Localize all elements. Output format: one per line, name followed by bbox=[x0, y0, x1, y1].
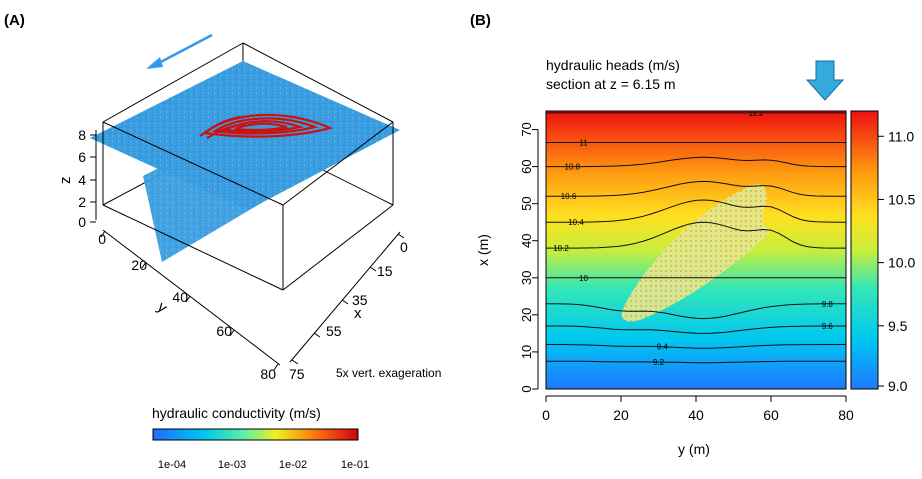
colorbar-tick-label: 10.0 bbox=[888, 255, 915, 271]
y-tick-label: 10 bbox=[519, 345, 534, 359]
x-tick-label: 15 bbox=[377, 263, 393, 279]
y-tick-label: 70 bbox=[519, 122, 534, 136]
y-tick-label: 60 bbox=[216, 323, 232, 339]
z-tick-label: 2 bbox=[78, 194, 86, 210]
conductivity-colorbar-title: hydraulic conductivity (m/s) bbox=[152, 405, 321, 421]
y-tick-label: 50 bbox=[519, 196, 534, 210]
contour-label: 10.4 bbox=[568, 218, 584, 227]
x-axis bbox=[289, 231, 405, 365]
x-tick-label: 0 bbox=[542, 407, 550, 423]
head-colorbar-ticks: 9.0 9.5 10.0 10.5 11.0 bbox=[878, 128, 915, 394]
vert-exaggeration-note: 5x vert. exageration bbox=[336, 366, 441, 380]
z-tick-label: 6 bbox=[78, 149, 86, 165]
contour-line bbox=[546, 180, 846, 197]
x-tick-label: 35 bbox=[352, 292, 368, 308]
contour-label: 10.6 bbox=[561, 192, 577, 201]
x-tick-label: 55 bbox=[326, 323, 342, 339]
box-front-edges bbox=[102, 121, 394, 291]
conductivity-tick-label: 1e-02 bbox=[279, 459, 307, 471]
conductivity-tick-label: 1e-01 bbox=[341, 459, 369, 471]
contour-line bbox=[546, 360, 846, 364]
y-tick-label: 30 bbox=[519, 271, 534, 285]
contour-label: 9.6 bbox=[822, 322, 834, 331]
conductivity-colorbar-ticks: 1e-04 1e-03 1e-02 1e-01 bbox=[158, 459, 369, 471]
head-colorbar bbox=[850, 110, 879, 390]
contour-label: 9.8 bbox=[822, 300, 834, 309]
z-tick-label: 0 bbox=[78, 214, 86, 230]
y-tick-label: 60 bbox=[519, 159, 534, 173]
plot-y-axis-label: x (m) bbox=[475, 234, 491, 266]
contour-line bbox=[546, 325, 846, 334]
colorbar-tick-label: 10.5 bbox=[888, 191, 915, 207]
x-tick-label: 60 bbox=[763, 407, 779, 423]
colorbar-tick-label: 11.0 bbox=[888, 128, 914, 144]
y-axis-label: y bbox=[154, 298, 171, 316]
y-tick-label: 40 bbox=[519, 233, 534, 247]
panel-b-label: (B) bbox=[470, 12, 491, 29]
z-tick-label: 8 bbox=[78, 127, 86, 143]
panel-a-label: (A) bbox=[4, 12, 25, 29]
x-axis-label: x bbox=[354, 305, 362, 322]
plume-region bbox=[621, 184, 772, 322]
chart-title-line2: section at z = 6.15 m bbox=[546, 76, 676, 92]
y-tick-label: 40 bbox=[172, 289, 188, 305]
contour-labels: 9.2 9.4 9.6 9.8 10 10.2 10.4 10.6 10.8 11 11.2 bbox=[553, 109, 834, 367]
plot-frame bbox=[545, 110, 847, 390]
head-field: 9.2 9.4 9.6 9.8 10 10.2 10.4 10.6 10.8 11 11.2 bbox=[546, 109, 846, 389]
z-tick-labels: 8 6 4 2 0 bbox=[78, 127, 86, 230]
z-axis bbox=[90, 130, 97, 223]
z-axis-label: z bbox=[57, 177, 74, 185]
y-tick-label: 0 bbox=[98, 231, 106, 247]
contour-line bbox=[546, 303, 846, 320]
conductivity-tick-label: 1e-03 bbox=[218, 459, 246, 471]
plot-x-axis: 0 20 40 60 80 bbox=[542, 395, 854, 423]
x-tick-label: 40 bbox=[688, 407, 704, 423]
z-tick-label: 4 bbox=[78, 172, 86, 188]
conductivity-plume bbox=[199, 113, 334, 139]
contour-line bbox=[546, 344, 846, 349]
x-tick-label: 75 bbox=[289, 366, 305, 382]
contour-line bbox=[546, 199, 846, 223]
plot-x-axis-label: y (m) bbox=[678, 441, 710, 457]
y-axis bbox=[100, 229, 281, 371]
x-tick-label: 0 bbox=[400, 239, 408, 255]
x-tick-label: 20 bbox=[613, 407, 629, 423]
y-tick-label: 20 bbox=[519, 308, 534, 322]
contour-label: 11 bbox=[579, 139, 588, 148]
contour-label: 9.2 bbox=[653, 358, 665, 367]
y-tick-label: 80 bbox=[260, 366, 276, 382]
colorbar-tick-label: 9.0 bbox=[888, 378, 908, 394]
contour-lines bbox=[546, 112, 846, 364]
conductivity-colorbar bbox=[152, 428, 359, 441]
y-tick-label: 0 bbox=[519, 385, 534, 392]
y-tick-labels: 0 20 40 60 80 bbox=[98, 231, 276, 382]
conductivity-tick-label: 1e-04 bbox=[158, 459, 186, 471]
contour-label: 10.2 bbox=[553, 244, 569, 253]
colorbar-tick-label: 9.5 bbox=[888, 318, 908, 334]
contour-line bbox=[546, 156, 846, 168]
plot-y-axis: 0 10 20 30 40 50 60 70 bbox=[519, 122, 539, 393]
contour-label: 11.2 bbox=[749, 109, 765, 118]
contour-line bbox=[546, 221, 846, 249]
x-tick-labels: 0 15 35 55 75 bbox=[289, 239, 408, 382]
inflow-arrow-icon bbox=[805, 60, 845, 101]
contour-label: 9.4 bbox=[657, 343, 669, 352]
y-tick-label: 20 bbox=[131, 257, 147, 273]
flow-direction-arrow bbox=[146, 33, 213, 69]
chart-title-line1: hydraulic heads (m/s) bbox=[546, 57, 680, 73]
contour-label: 10 bbox=[579, 274, 588, 283]
contour-label: 10.8 bbox=[564, 163, 580, 172]
x-tick-label: 80 bbox=[838, 407, 854, 423]
